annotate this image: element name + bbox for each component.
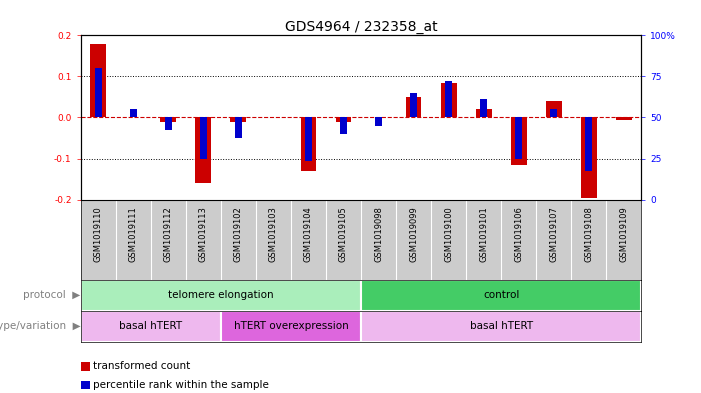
Text: protocol  ▶: protocol ▶ (23, 290, 81, 300)
Text: transformed count: transformed count (93, 361, 191, 371)
Text: GSM1019107: GSM1019107 (550, 206, 558, 262)
Text: GSM1019099: GSM1019099 (409, 206, 418, 262)
Bar (231, 118, 246, 121)
Text: control: control (483, 290, 519, 300)
Text: GSM1019105: GSM1019105 (339, 206, 348, 262)
Bar (221, 311, 361, 342)
Title: GDS4964 / 232358_at: GDS4964 / 232358_at (285, 20, 437, 34)
Text: GSM1019101: GSM1019101 (479, 206, 488, 262)
Bar (361, 311, 641, 342)
Bar (130, 109, 137, 118)
Bar (235, 118, 242, 138)
Bar (581, 118, 597, 198)
Bar (301, 118, 316, 171)
Bar (406, 97, 421, 118)
Bar (585, 118, 592, 171)
Text: GSM1019110: GSM1019110 (94, 206, 102, 262)
Text: GSM1019109: GSM1019109 (620, 206, 628, 262)
Bar (161, 118, 176, 121)
Bar (515, 118, 522, 158)
Text: GSM1019104: GSM1019104 (304, 206, 313, 262)
Bar (511, 118, 526, 165)
Bar (81, 311, 221, 342)
Text: GSM1019098: GSM1019098 (374, 206, 383, 262)
Bar (95, 68, 102, 118)
Bar (361, 280, 641, 311)
Text: GSM1019102: GSM1019102 (234, 206, 243, 262)
Text: GSM1019108: GSM1019108 (585, 206, 593, 262)
Text: GSM1019111: GSM1019111 (129, 206, 137, 262)
Bar (441, 83, 456, 118)
Text: GSM1019103: GSM1019103 (269, 206, 278, 262)
Bar (305, 118, 312, 161)
Text: basal hTERT: basal hTERT (119, 321, 182, 331)
Bar (336, 118, 351, 121)
Bar (410, 93, 417, 118)
Text: hTERT overexpression: hTERT overexpression (233, 321, 348, 331)
Bar (480, 99, 487, 118)
Text: GSM1019113: GSM1019113 (199, 206, 207, 262)
Bar (165, 118, 172, 130)
Bar (546, 101, 562, 118)
Bar (196, 118, 211, 183)
Bar (340, 118, 347, 134)
Text: percentile rank within the sample: percentile rank within the sample (93, 380, 269, 390)
Bar (616, 118, 632, 119)
Text: GSM1019112: GSM1019112 (164, 206, 172, 262)
Bar (90, 44, 106, 118)
Bar (375, 118, 382, 126)
Bar (550, 109, 557, 118)
Bar (200, 118, 207, 158)
Text: basal hTERT: basal hTERT (470, 321, 533, 331)
Text: GSM1019100: GSM1019100 (444, 206, 453, 262)
Bar (476, 109, 491, 118)
Bar (445, 81, 452, 118)
Text: genotype/variation  ▶: genotype/variation ▶ (0, 321, 81, 331)
Text: telomere elongation: telomere elongation (168, 290, 273, 300)
Bar (81, 280, 361, 311)
Text: GSM1019106: GSM1019106 (515, 206, 523, 262)
